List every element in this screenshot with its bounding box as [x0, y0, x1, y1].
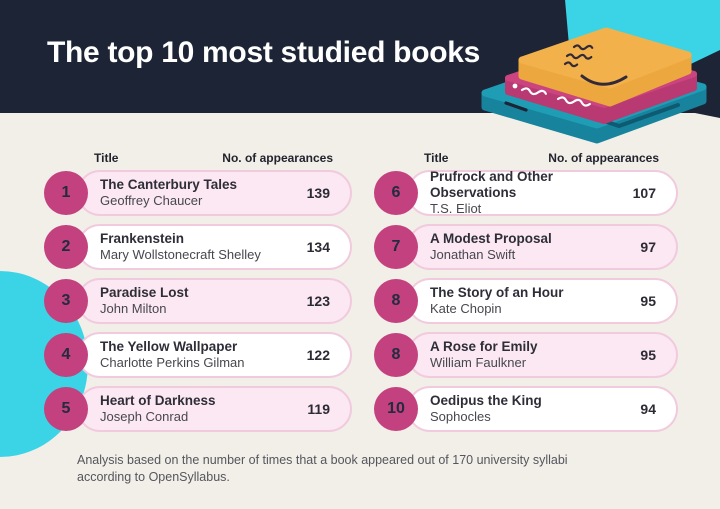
book-pill: A Modest Proposal Jonathan Swift 97 — [407, 224, 678, 270]
appearances-count: 123 — [306, 293, 330, 309]
book-row: 2 Frankenstein Mary Wollstonecraft Shell… — [44, 224, 352, 270]
book-author: Geoffrey Chaucer — [100, 193, 203, 208]
book-row: 8 The Story of an Hour Kate Chopin 95 — [374, 278, 678, 324]
rank-badge: 6 — [374, 171, 418, 215]
book-row: 4 The Yellow Wallpaper Charlotte Perkins… — [44, 332, 352, 378]
appearances-count: 95 — [640, 293, 656, 309]
book-title: Prufrock and Other Observations — [430, 169, 554, 200]
rank-badge: 5 — [44, 387, 88, 431]
book-pill: The Canterbury Tales Geoffrey Chaucer 13… — [77, 170, 352, 216]
book-row: 5 Heart of Darkness Joseph Conrad 119 — [44, 386, 352, 432]
column-header: Title No. of appearances — [374, 150, 678, 170]
book-info: Frankenstein Mary Wollstonecraft Shelley — [100, 231, 299, 263]
book-info: Paradise Lost John Milton — [100, 285, 299, 317]
ranking-column-left: Title No. of appearances 1 The Canterbur… — [44, 150, 352, 440]
book-info: Heart of Darkness Joseph Conrad — [100, 393, 299, 425]
book-pill: Paradise Lost John Milton 123 — [77, 278, 352, 324]
book-title: A Modest Proposal — [430, 231, 552, 246]
appearances-column-header: No. of appearances — [548, 151, 659, 165]
book-title: The Canterbury Tales — [100, 177, 238, 192]
book-title: Heart of Darkness — [100, 393, 216, 408]
rank-badge: 4 — [44, 333, 88, 377]
book-title: Paradise Lost — [100, 285, 189, 300]
book-title: Frankenstein — [100, 231, 185, 246]
book-author: Mary Wollstonecraft Shelley — [100, 247, 261, 262]
appearances-count: 139 — [306, 185, 330, 201]
appearances-count: 134 — [306, 239, 330, 255]
appearances-count: 107 — [632, 185, 656, 201]
rank-badge: 2 — [44, 225, 88, 269]
appearances-count: 119 — [307, 401, 330, 417]
column-header: Title No. of appearances — [44, 150, 352, 170]
book-pill: Prufrock and Other Observations T.S. Eli… — [407, 169, 678, 217]
book-row: 10 Oedipus the King Sophocles 94 — [374, 386, 678, 432]
page-title: The top 10 most studied books — [47, 36, 481, 69]
rank-badge: 1 — [44, 171, 88, 215]
book-pill: The Yellow Wallpaper Charlotte Perkins G… — [77, 332, 352, 378]
title-column-header: Title — [94, 151, 119, 165]
book-info: Prufrock and Other Observations T.S. Eli… — [430, 169, 625, 217]
book-author: William Faulkner — [430, 355, 527, 370]
appearances-count: 95 — [640, 347, 656, 363]
rank-badge: 7 — [374, 225, 418, 269]
book-title: Oedipus the King — [430, 393, 542, 408]
book-author: John Milton — [100, 301, 167, 316]
rank-badge: 3 — [44, 279, 88, 323]
book-info: A Modest Proposal Jonathan Swift — [430, 231, 632, 263]
book-author: Jonathan Swift — [430, 247, 516, 262]
rank-badge: 8 — [374, 333, 418, 377]
rank-badge: 10 — [374, 387, 418, 431]
book-pill: Frankenstein Mary Wollstonecraft Shelley… — [77, 224, 352, 270]
book-info: The Canterbury Tales Geoffrey Chaucer — [100, 177, 299, 209]
book-pill: The Story of an Hour Kate Chopin 95 — [407, 278, 678, 324]
book-row: 1 The Canterbury Tales Geoffrey Chaucer … — [44, 170, 352, 216]
book-pill: Heart of Darkness Joseph Conrad 119 — [77, 386, 352, 432]
rank-badge: 8 — [374, 279, 418, 323]
book-row: 3 Paradise Lost John Milton 123 — [44, 278, 352, 324]
book-pill: Oedipus the King Sophocles 94 — [407, 386, 678, 432]
methodology-note: Analysis based on the number of times th… — [77, 453, 568, 484]
appearances-count: 97 — [640, 239, 656, 255]
book-info: The Story of an Hour Kate Chopin — [430, 285, 632, 317]
book-row: 6 Prufrock and Other Observations T.S. E… — [374, 169, 678, 217]
book-title: The Story of an Hour — [430, 285, 564, 300]
appearances-count: 122 — [306, 347, 330, 363]
book-author: Joseph Conrad — [100, 409, 189, 424]
book-title: A Rose for Emily — [430, 339, 538, 354]
title-column-header: Title — [424, 151, 449, 165]
book-info: The Yellow Wallpaper Charlotte Perkins G… — [100, 339, 299, 371]
book-row: 8 A Rose for Emily William Faulkner 95 — [374, 332, 678, 378]
book-author: Charlotte Perkins Gilman — [100, 355, 245, 370]
book-author: T.S. Eliot — [430, 201, 482, 216]
book-author: Kate Chopin — [430, 301, 502, 316]
book-info: Oedipus the King Sophocles — [430, 393, 632, 425]
book-pill: A Rose for Emily William Faulkner 95 — [407, 332, 678, 378]
appearances-count: 94 — [640, 401, 656, 417]
book-info: A Rose for Emily William Faulkner — [430, 339, 632, 371]
book-author: Sophocles — [430, 409, 491, 424]
ranking-column-right: Title No. of appearances 6 Prufrock and … — [374, 150, 678, 440]
book-title: The Yellow Wallpaper — [100, 339, 238, 354]
book-row: 7 A Modest Proposal Jonathan Swift 97 — [374, 224, 678, 270]
appearances-column-header: No. of appearances — [222, 151, 333, 165]
